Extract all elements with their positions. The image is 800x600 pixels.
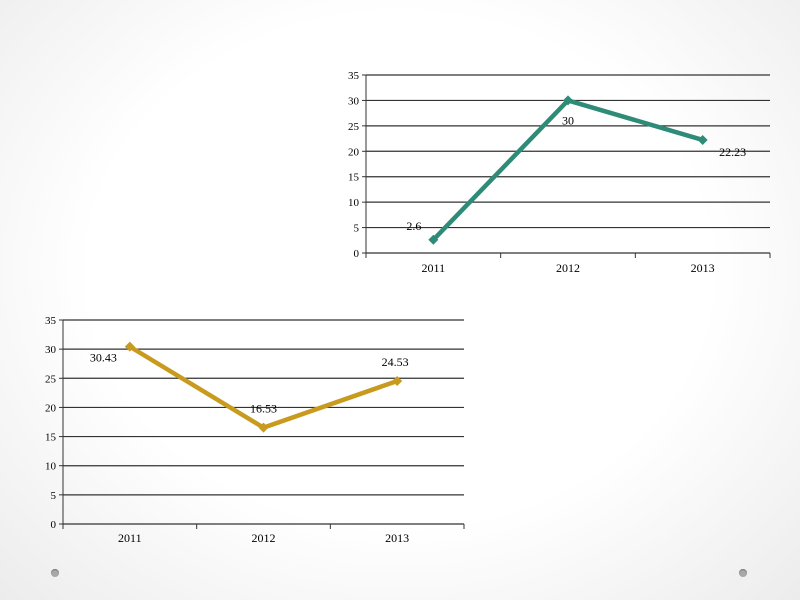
slide-bullet-right <box>739 569 747 577</box>
x-tick-label: 2011 <box>422 261 446 275</box>
y-tick-label: 0 <box>354 248 360 260</box>
chart-bottom: 0 5 10 15 20 25 30 35 2011 2012 2013 30.43 16.53 24.5… <box>45 315 465 545</box>
data-label: 22.23 <box>719 145 746 159</box>
y-tick-label: 5 <box>354 223 360 235</box>
x-tick-label: 2012 <box>556 261 580 275</box>
data-label: 2.6 <box>406 219 421 233</box>
data-point <box>563 95 573 106</box>
x-tick-label: 2013 <box>385 531 409 545</box>
data-point <box>124 341 135 352</box>
data-label: 30.43 <box>90 351 117 365</box>
y-tick-label: 25 <box>348 121 360 133</box>
y-tick-label: 5 <box>51 490 57 502</box>
y-tick-label: 25 <box>45 373 57 385</box>
y-tick-label: 30 <box>45 344 57 356</box>
y-tick-label: 0 <box>51 519 57 531</box>
data-point <box>697 134 708 145</box>
y-tick-label: 35 <box>348 70 360 82</box>
x-tick-label: 2011 <box>118 531 142 545</box>
y-tick-label: 15 <box>45 432 57 444</box>
data-label: 16.53 <box>250 402 277 416</box>
y-tick-label: 30 <box>348 95 360 107</box>
data-point <box>258 422 269 433</box>
x-tick-label: 2013 <box>691 261 715 275</box>
y-tick-label: 15 <box>348 172 360 184</box>
y-tick-label: 35 <box>45 315 57 327</box>
x-tick-label: 2012 <box>252 531 276 545</box>
y-tick-label: 10 <box>348 197 360 209</box>
y-tick-label: 20 <box>348 146 360 158</box>
y-tick-label: 10 <box>45 461 57 473</box>
data-point <box>392 376 403 387</box>
data-label: 24.53 <box>382 355 409 369</box>
chart-top: 0 5 10 15 20 25 30 35 2011 2012 2013 2.6 30 22.23 <box>348 70 771 275</box>
data-label: 30 <box>562 113 574 127</box>
data-point <box>428 234 439 245</box>
y-tick-label: 20 <box>45 402 57 414</box>
slide-bullet-left <box>51 569 59 577</box>
